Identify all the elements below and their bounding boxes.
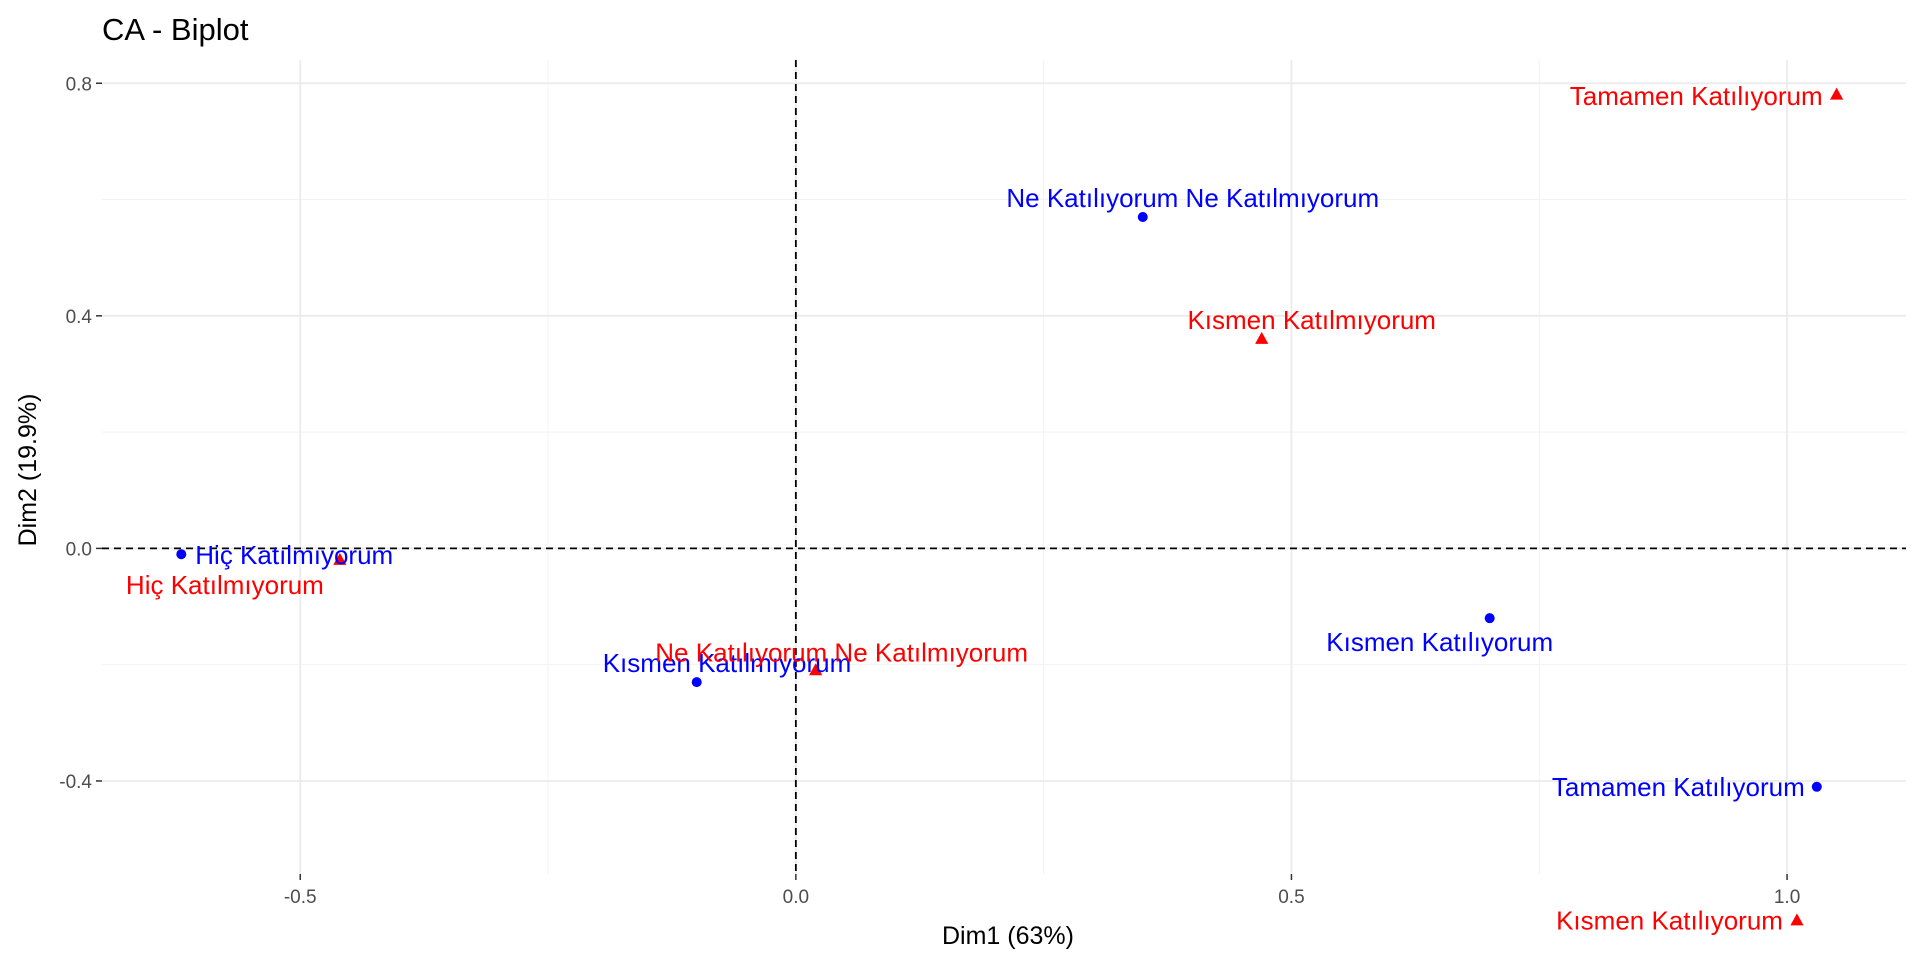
column-point <box>1255 331 1269 344</box>
row-point <box>691 677 702 688</box>
chart-title: CA - Biplot <box>102 12 249 47</box>
row-point <box>1137 211 1148 222</box>
column-point <box>1830 87 1844 100</box>
data-points <box>176 87 1844 926</box>
x-tick-label: 0.0 <box>783 887 809 908</box>
y-tick-label: 0.0 <box>66 539 92 560</box>
y-axis-title: Dim2 (19.9%) <box>14 394 42 547</box>
column-point <box>333 552 347 565</box>
y-tick-label: -0.4 <box>59 772 92 793</box>
x-tick-label: 1.0 <box>1774 887 1800 908</box>
row-point-label: Hiç Katılmıyorum <box>195 540 393 570</box>
row-point-label: Kısmen Katılıyorum <box>1326 627 1553 657</box>
row-point <box>176 549 187 560</box>
column-point-label: Tamamen Katılıyorum <box>1570 81 1823 111</box>
y-tick-label: 0.8 <box>66 74 92 95</box>
column-point <box>1790 913 1804 926</box>
column-point-label: Ne Katılıyorum Ne Katılmıyorum <box>655 638 1028 668</box>
row-point-label: Tamamen Katılıyorum <box>1552 772 1805 802</box>
column-point-label: Kısmen Katılıyorum <box>1556 906 1783 936</box>
column-point-label: Kısmen Katılmıyorum <box>1187 305 1436 335</box>
row-point-label: Kısmen Katılmıyorum <box>603 648 852 678</box>
axis-ticks: -0.5 0.0 0.5 1.0 -0.4 0.0 0.4 0.8 <box>59 74 1800 908</box>
x-tick-label: -0.5 <box>284 887 317 908</box>
x-axis-title: Dim1 (63%) <box>942 922 1074 950</box>
y-tick-label: 0.4 <box>66 307 93 328</box>
x-tick-label: 0.5 <box>1278 887 1304 908</box>
grid-lines <box>102 60 1906 874</box>
reference-lines <box>102 60 1906 874</box>
row-point <box>1811 781 1822 792</box>
row-point-label: Ne Katılıyorum Ne Katılmıyorum <box>1006 183 1379 213</box>
column-point-label: Hiç Katılmıyorum <box>126 570 324 600</box>
row-point <box>1484 613 1495 624</box>
column-point <box>809 663 823 676</box>
